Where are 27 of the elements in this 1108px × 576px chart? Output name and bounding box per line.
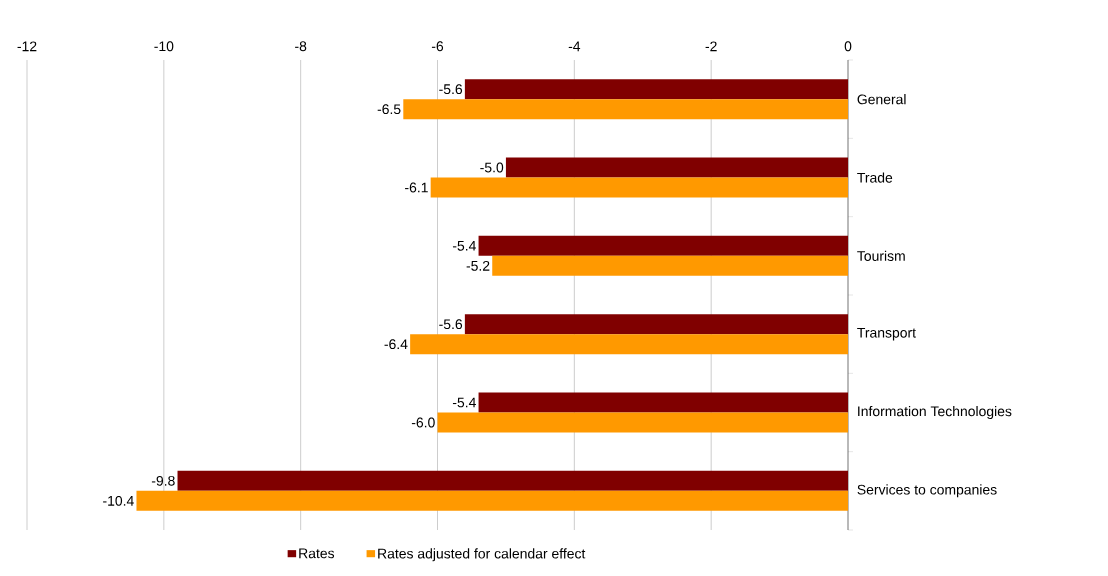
x-tick-label: 0 <box>844 41 852 52</box>
data-label: -10.4 <box>103 495 134 506</box>
x-tick-label: -8 <box>295 41 307 52</box>
data-label: -5.0 <box>480 162 504 173</box>
y-tick-label: Trade <box>857 172 893 183</box>
y-tick-label: Information Technologies <box>858 406 1012 419</box>
data-label: -6.1 <box>405 182 428 193</box>
data-label: -5.4 <box>452 397 476 408</box>
y-tick-label: General <box>857 94 906 105</box>
y-tick-label: Transport <box>857 327 916 341</box>
x-tick-label: -12 <box>17 41 37 52</box>
x-tick-label: -6 <box>431 41 444 52</box>
x-tick-label: -10 <box>154 41 174 52</box>
legend-label: Rates adjusted for calendar effect <box>378 548 586 562</box>
data-label: -5.6 <box>439 84 463 95</box>
data-label: -6.0 <box>411 417 435 428</box>
data-label: -6.4 <box>384 339 408 350</box>
y-tick-label: Services to companies <box>857 484 997 498</box>
data-label: -5.4 <box>452 240 476 251</box>
data-label: -5.2 <box>466 260 490 271</box>
legend-label: Rates <box>299 548 335 559</box>
x-tick-label: -4 <box>568 41 581 52</box>
data-label: -6.5 <box>377 104 401 115</box>
data-label: -5.6 <box>439 319 463 330</box>
y-tick-label: Tourism <box>857 250 905 261</box>
x-tick-label: -2 <box>705 41 717 52</box>
data-label: -9.8 <box>151 475 175 486</box>
